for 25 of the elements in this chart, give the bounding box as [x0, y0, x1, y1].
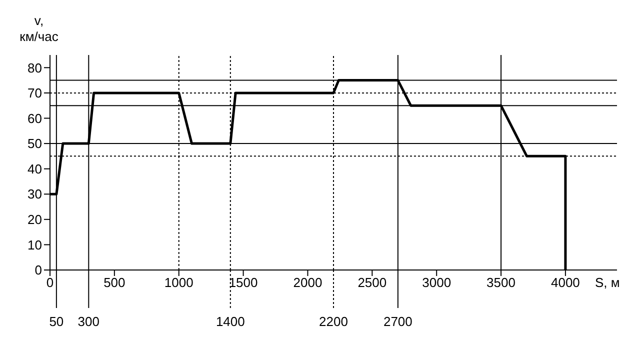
x-tick-label: 3500 — [486, 275, 516, 290]
ref-line-label: 300 — [78, 314, 100, 329]
y-tick-label: 10 — [28, 237, 42, 252]
x-tick-label: 1500 — [228, 275, 258, 290]
x-tick-label: 3000 — [422, 275, 452, 290]
y-tick-label: 70 — [28, 86, 42, 101]
ref-line-label: 1400 — [216, 314, 245, 329]
y-tick-label: 80 — [28, 60, 42, 76]
y-tick-label: 60 — [28, 110, 42, 126]
ref-line-label: 50 — [49, 314, 64, 329]
ref-line-label: 2700 — [383, 314, 412, 329]
y-tick-label: 40 — [28, 161, 42, 176]
y-tick-label: 50 — [28, 136, 42, 152]
y-axis-title: v, км/час — [18, 13, 60, 45]
x-tick-label: 2000 — [293, 275, 322, 290]
y-tick-label: 0 — [34, 262, 42, 278]
y-tick-label: 20 — [28, 212, 42, 228]
x-tick-label: 500 — [104, 275, 126, 290]
x-axis-title: S, м — [595, 275, 620, 290]
x-tick-label: 2500 — [358, 275, 387, 290]
x-tick-label: 1000 — [164, 275, 194, 290]
x-tick-label: 0 — [46, 275, 54, 290]
y-tick-label: 30 — [28, 186, 42, 202]
x-tick-label: 4000 — [550, 275, 580, 290]
ref-line-label: 2200 — [319, 314, 348, 329]
